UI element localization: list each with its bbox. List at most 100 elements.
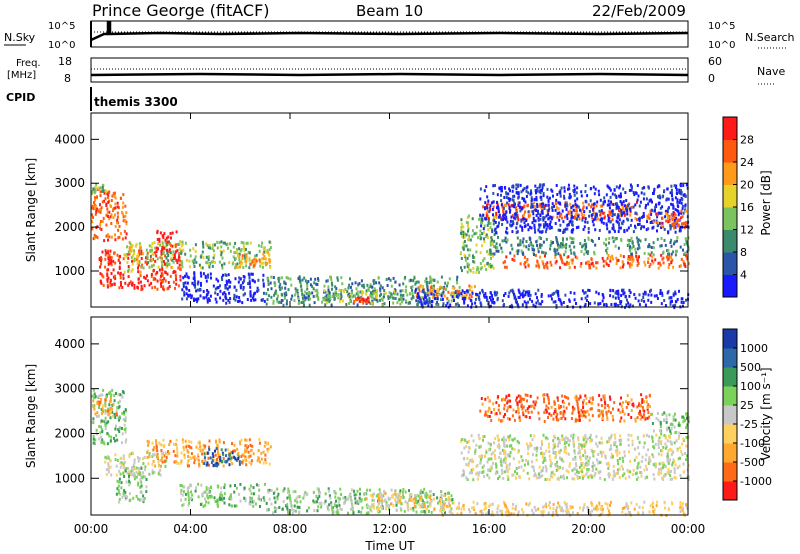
range-gate-cell: [404, 500, 407, 504]
range-gate-cell: [513, 203, 515, 207]
range-gate-cell: [154, 259, 157, 263]
range-gate-cell: [611, 477, 614, 481]
range-gate-cell: [216, 240, 219, 244]
range-gate-cell: [566, 204, 569, 208]
range-gate-cell: [215, 447, 218, 451]
range-gate-cell: [243, 249, 246, 253]
range-gate-cell: [574, 457, 577, 461]
range-gate-cell: [327, 294, 330, 298]
range-gate-cell: [655, 212, 658, 216]
range-gate-cell: [491, 294, 493, 298]
range-gate-cell: [555, 205, 558, 209]
range-gate-cell: [557, 466, 560, 470]
range-gate-cell: [497, 249, 500, 253]
range-gate-cell: [146, 251, 149, 255]
range-gate-cell: [533, 198, 536, 201]
range-gate-cell: [187, 454, 189, 458]
range-gate-cell: [518, 201, 521, 205]
range-gate-cell: [141, 252, 144, 256]
range-gate-cell: [118, 399, 121, 403]
range-gate-cell: [465, 220, 468, 224]
range-gate-cell: [652, 445, 655, 449]
range-gate-cell: [180, 260, 183, 264]
range-gate-cell: [551, 471, 554, 475]
range-gate-cell: [208, 445, 210, 449]
range-gate-cell: [282, 500, 285, 504]
range-gate-cell: [675, 217, 678, 220]
range-gate-cell: [282, 303, 285, 307]
range-gate-cell: [118, 469, 121, 473]
range-gate-cell: [447, 299, 450, 303]
range-gate-cell: [313, 509, 316, 513]
range-gate-cell: [195, 289, 198, 293]
range-gate-cell: [358, 282, 361, 286]
range-gate-cell: [164, 254, 167, 258]
range-gate-cell: [515, 183, 518, 187]
range-gate-cell: [399, 489, 402, 493]
range-gate-cell: [595, 266, 598, 270]
range-gate-cell: [636, 477, 638, 481]
range-gate-cell: [188, 440, 191, 443]
range-gate-cell: [356, 298, 359, 302]
range-gate-cell: [631, 443, 634, 447]
range-gate-cell: [685, 183, 688, 187]
range-gate-cell: [573, 193, 576, 197]
range-gate-cell: [549, 458, 552, 462]
range-gate-cell: [367, 300, 370, 304]
range-gate-cell: [146, 451, 149, 454]
range-gate-cell: [573, 251, 576, 255]
range-gate-cell: [372, 282, 375, 285]
range-gate-cell: [651, 453, 654, 457]
range-gate-cell: [540, 189, 543, 192]
range-gate-cell: [647, 252, 650, 256]
range-gate-cell: [563, 253, 566, 257]
range-gate-cell: [421, 285, 424, 289]
range-gate-cell: [110, 435, 113, 439]
velocity-data-layer: [91, 388, 690, 517]
range-gate-cell: [667, 248, 670, 252]
range-gate-cell: [258, 438, 261, 441]
range-gate-cell: [325, 298, 328, 302]
range-gate-cell: [582, 205, 585, 209]
range-gate-cell: [555, 238, 558, 242]
range-gate-cell: [384, 491, 387, 495]
range-gate-cell: [176, 461, 179, 465]
range-gate-cell: [228, 503, 231, 507]
range-gate-cell: [648, 245, 651, 249]
range-gate-cell: [288, 495, 291, 499]
range-gate-cell: [384, 291, 387, 295]
range-gate-cell: [244, 292, 246, 296]
range-gate-cell: [205, 242, 208, 246]
range-gate-cell: [300, 288, 303, 292]
range-gate-cell: [513, 293, 516, 297]
range-gate-cell: [125, 467, 128, 470]
range-gate-cell: [501, 250, 504, 254]
range-gate-cell: [285, 302, 288, 306]
range-gate-cell: [466, 262, 469, 266]
range-gate-cell: [109, 416, 112, 420]
range-gate-cell: [156, 229, 159, 233]
range-gate-cell: [93, 233, 96, 237]
range-gate-cell: [344, 287, 347, 291]
range-gate-cell: [650, 300, 653, 304]
range-gate-cell: [232, 449, 235, 453]
range-gate-cell: [324, 290, 327, 294]
range-gate-cell: [222, 298, 225, 302]
range-gate-cell: [140, 257, 143, 260]
range-gate-cell: [574, 255, 577, 259]
range-gate-cell: [473, 256, 476, 259]
range-gate-cell: [513, 194, 516, 198]
range-gate-cell: [263, 498, 266, 502]
range-gate-cell: [341, 282, 344, 286]
range-gate-cell: [645, 433, 648, 437]
range-gate-cell: [206, 298, 209, 302]
range-gate-cell: [313, 301, 316, 305]
range-gate-cell: [549, 294, 552, 298]
range-gate-cell: [120, 461, 123, 465]
range-gate-cell: [255, 483, 258, 487]
range-gate-cell: [672, 293, 675, 297]
range-gate-cell: [180, 459, 183, 463]
range-gate-cell: [411, 291, 414, 295]
range-gate-cell: [153, 241, 156, 245]
range-gate-cell: [674, 249, 677, 253]
